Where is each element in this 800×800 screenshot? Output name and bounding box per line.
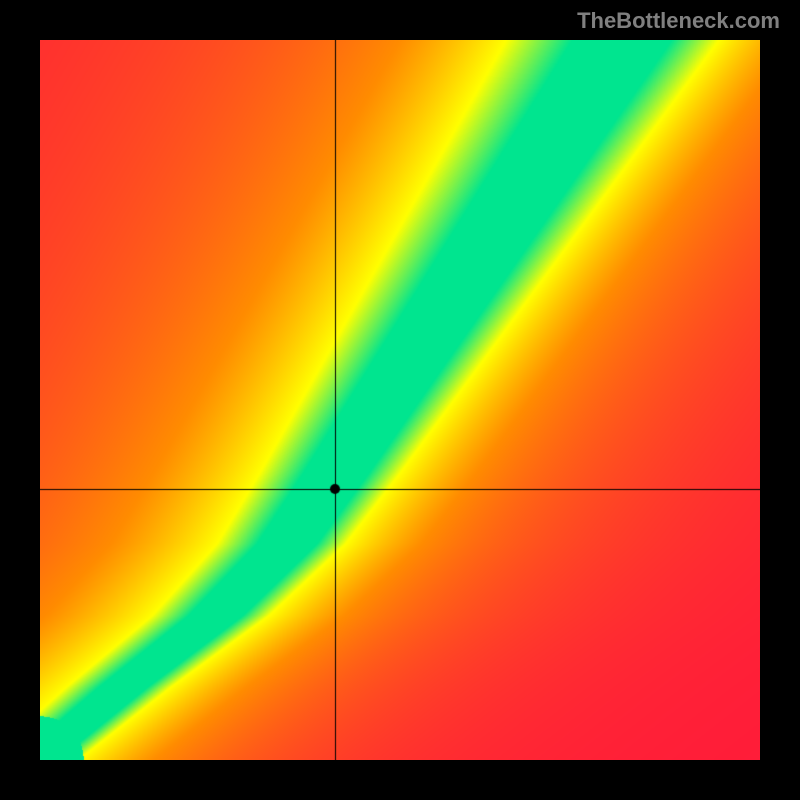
watermark-text: TheBottleneck.com bbox=[577, 8, 780, 34]
heatmap-plot bbox=[40, 40, 760, 760]
heatmap-canvas bbox=[40, 40, 760, 760]
